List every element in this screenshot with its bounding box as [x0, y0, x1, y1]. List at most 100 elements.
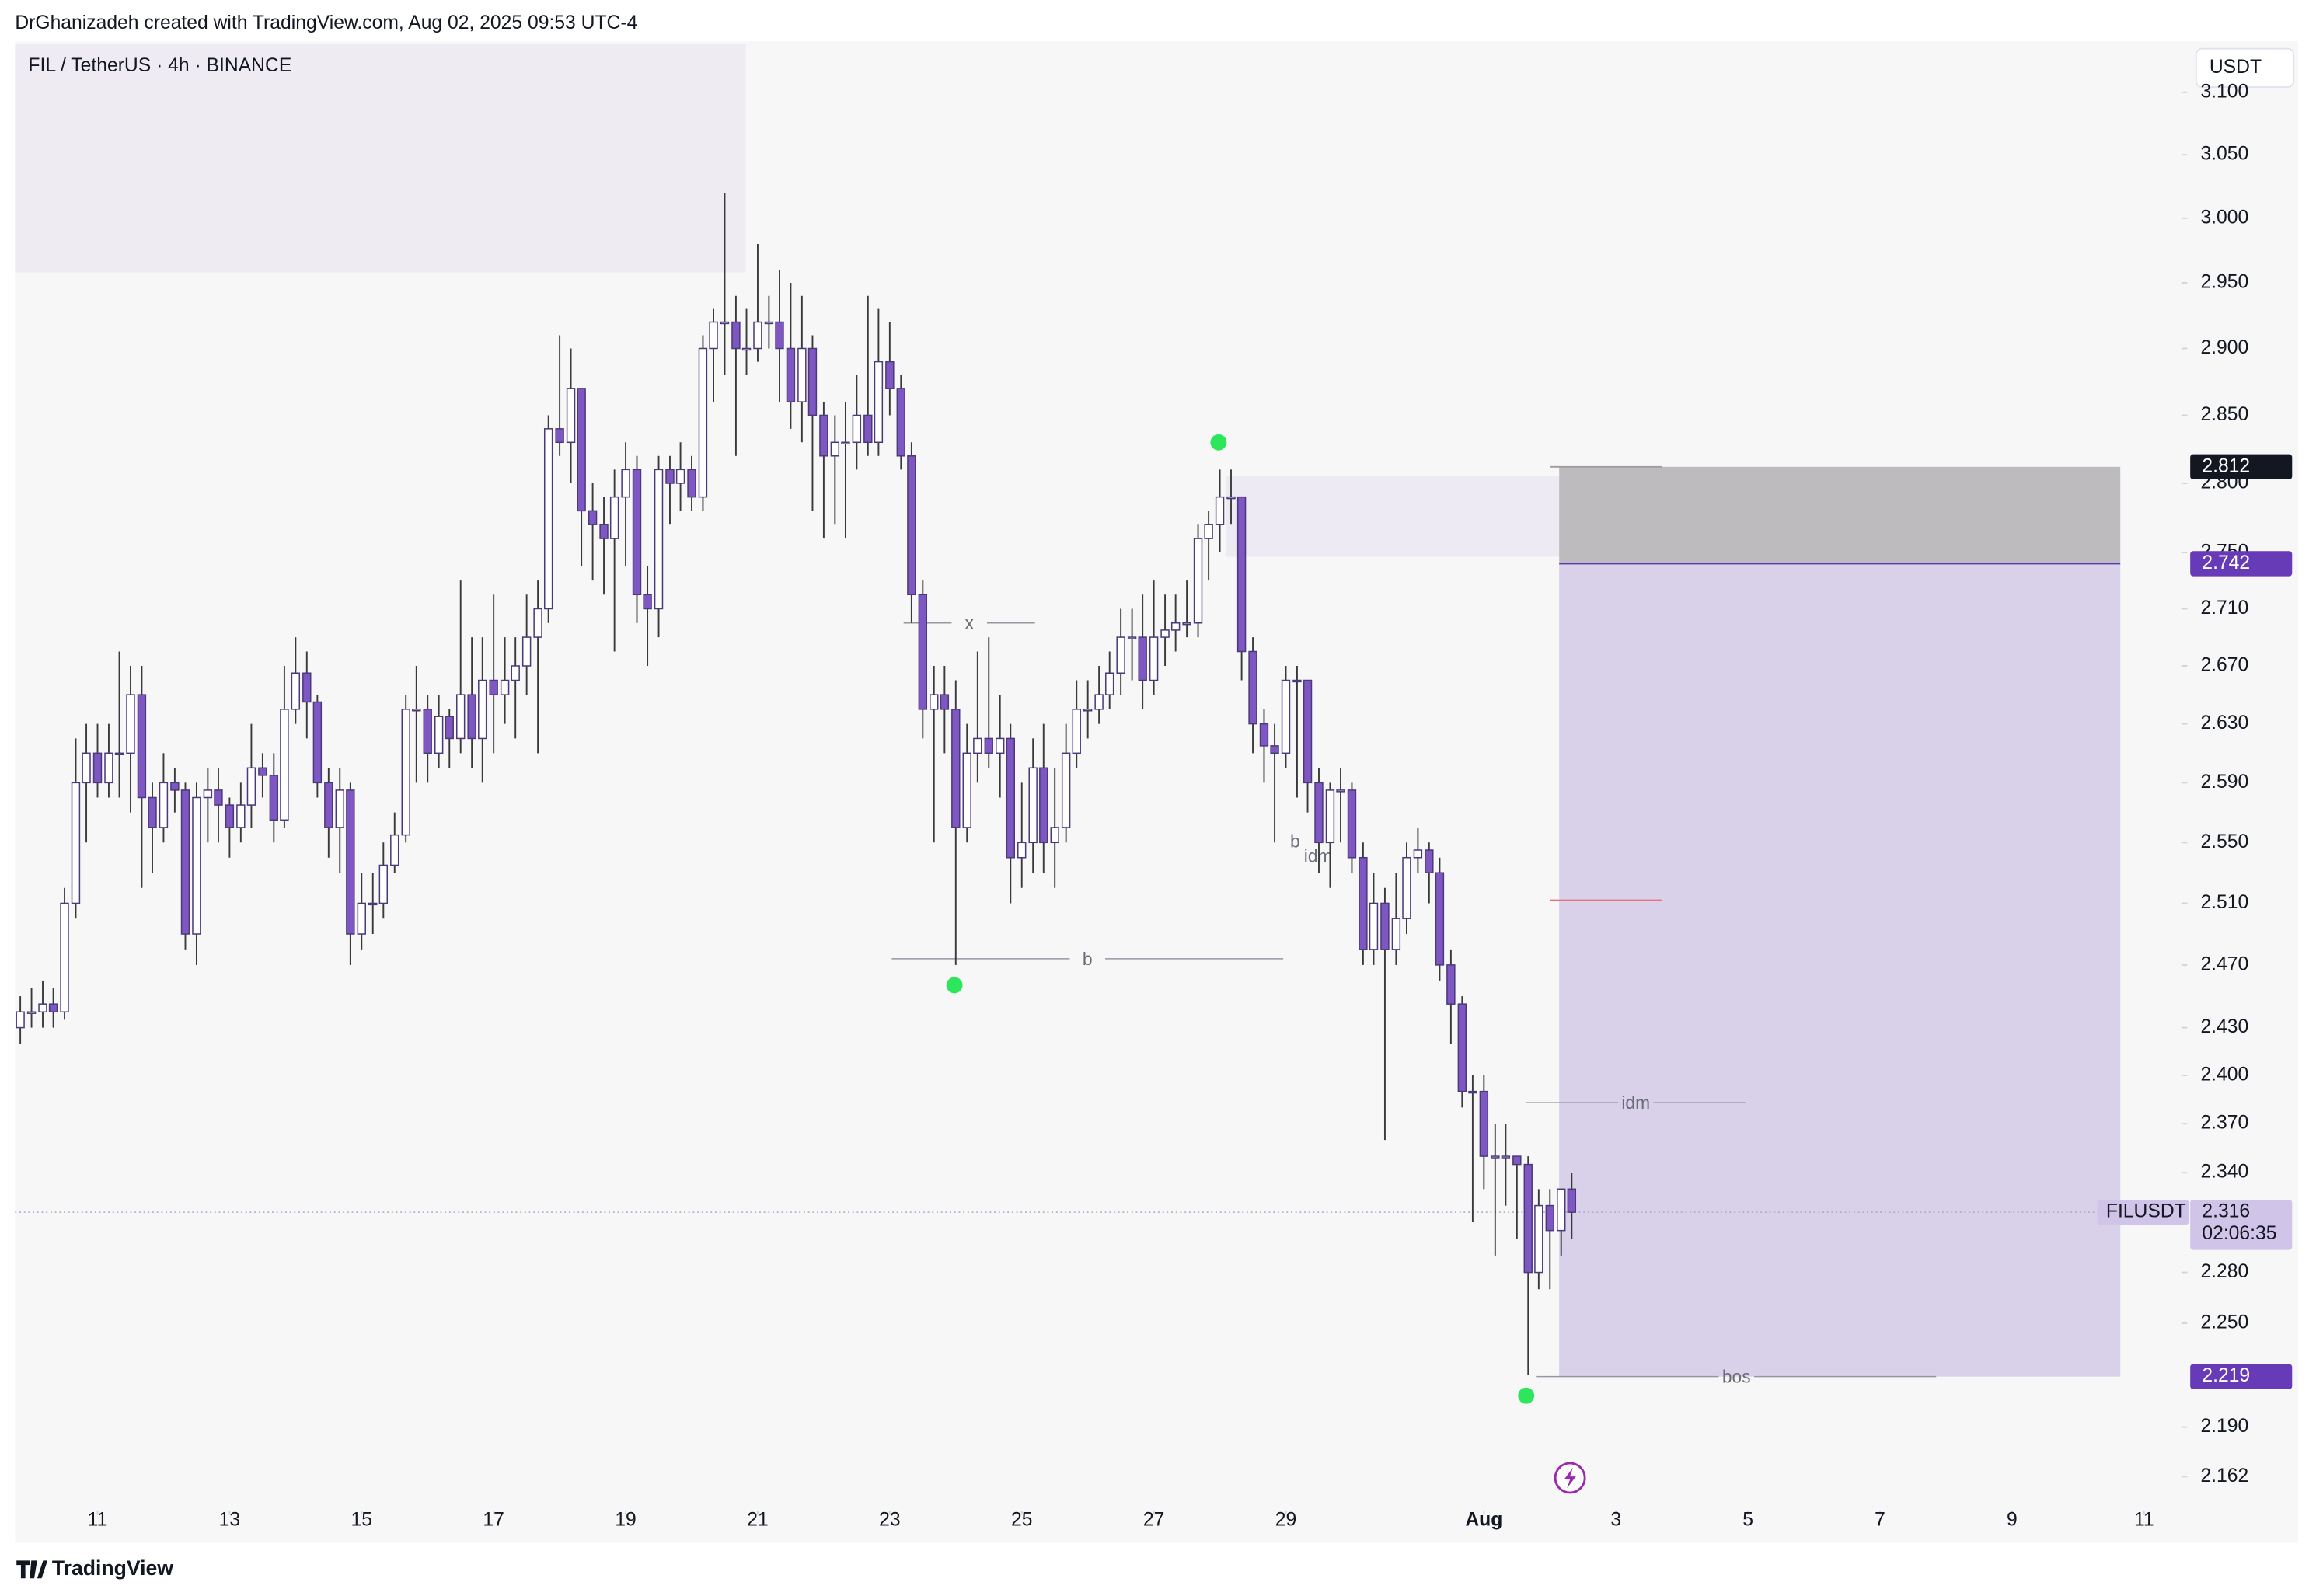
candle-body — [1413, 849, 1423, 859]
candle-body — [1369, 902, 1379, 950]
icon-bolt — [1564, 1467, 1576, 1489]
candle-body — [797, 347, 807, 402]
symbol-tag-label: FILUSDT — [2106, 1201, 2186, 1222]
x-tick-label: 3 — [1610, 1510, 1621, 1531]
y-tick-label: 2.280 — [2200, 1261, 2248, 1282]
candle-body — [918, 594, 928, 710]
x-tick-label: 11 — [88, 1510, 108, 1531]
candle-body — [137, 694, 147, 799]
candle-body — [1314, 782, 1324, 844]
candle-body — [335, 789, 344, 828]
candle-body — [401, 709, 410, 836]
candle-body — [1160, 629, 1170, 638]
candle-body — [1325, 789, 1335, 844]
price-tag-label: 2.219 — [2202, 1365, 2250, 1386]
credit: DrGhanizadeh created with TradingView.co… — [15, 12, 637, 33]
y-tick-label: 2.710 — [2200, 598, 2248, 619]
candle-body — [720, 321, 730, 325]
x-tick-label: 11 — [2134, 1510, 2154, 1531]
y-tick-label: 2.470 — [2200, 953, 2248, 974]
candle-body — [1446, 964, 1456, 1005]
structure-label: x — [964, 613, 974, 633]
candle-body — [874, 361, 884, 444]
candle-body — [214, 789, 223, 806]
candle-body — [675, 469, 685, 484]
candle-body — [203, 789, 213, 799]
candle-body — [896, 388, 905, 457]
candle-body — [434, 716, 444, 754]
y-tick-label: 2.370 — [2200, 1113, 2248, 1134]
candle-body — [654, 469, 664, 610]
candle-body — [1380, 902, 1390, 950]
pivot-dot — [1210, 434, 1227, 451]
candle-body — [753, 321, 762, 350]
y-tick-label: 2.900 — [2200, 337, 2248, 358]
candle-body — [1182, 622, 1191, 626]
x-tick-label: 19 — [615, 1510, 636, 1531]
candle-body — [104, 752, 113, 784]
candle-body — [92, 752, 103, 784]
y-tick-label: 2.510 — [2200, 892, 2248, 913]
candle-body — [1534, 1204, 1543, 1274]
x-tick-label: 17 — [483, 1510, 504, 1531]
currency-button[interactable] — [2195, 47, 2295, 89]
pivot-dot — [1518, 1387, 1535, 1404]
candle-body — [1336, 789, 1345, 793]
candle-body — [1248, 650, 1257, 725]
candle-body — [521, 636, 532, 667]
y-tick-label: 2.950 — [2200, 272, 2248, 293]
candle-body — [807, 347, 818, 416]
candle-body — [962, 752, 971, 828]
candle-body — [1127, 636, 1137, 639]
candle-body — [1083, 709, 1093, 712]
pivot-dot — [946, 977, 963, 994]
candle-body — [159, 782, 169, 828]
structure-label: idm — [1621, 1092, 1650, 1113]
candle-body — [1512, 1155, 1522, 1166]
candle-body — [1050, 827, 1059, 844]
candle-body — [1281, 679, 1291, 754]
plot: xbidmbosbidm — [15, 44, 2188, 1515]
y-tick-label: 2.250 — [2200, 1312, 2248, 1333]
candle-body — [1479, 1090, 1489, 1157]
replay-icon[interactable] — [1554, 1462, 1586, 1494]
price-tag — [2190, 1364, 2293, 1389]
candle-body — [665, 469, 675, 484]
candle-body — [269, 775, 279, 821]
candle-body — [180, 789, 190, 935]
candle-body — [467, 694, 476, 740]
x-tick-label: 23 — [879, 1510, 900, 1531]
logo: TradingView — [16, 1556, 173, 1580]
candle-body — [82, 752, 91, 784]
candle-body — [764, 321, 774, 325]
candle-body — [1468, 1090, 1477, 1094]
chart-title: FIL / TetherUS · 4h · BINANCE — [28, 55, 291, 76]
y-tick-label: 3.000 — [2200, 207, 2248, 228]
candle-body — [687, 469, 696, 498]
structure-label: b — [1290, 831, 1300, 851]
candle-body — [291, 672, 301, 710]
candle-body — [1457, 1003, 1467, 1092]
x-tick-label: 25 — [1011, 1510, 1032, 1531]
candle-body — [775, 321, 784, 350]
candle-body — [577, 388, 586, 512]
y-tick-label: 2.190 — [2200, 1416, 2248, 1437]
candle-body — [478, 679, 487, 740]
candle-body — [1259, 723, 1269, 747]
y-tick-label: 2.630 — [2200, 713, 2248, 734]
candle-body — [1039, 767, 1048, 844]
candle-body — [841, 441, 850, 444]
x-tick-label: Aug — [1465, 1510, 1502, 1531]
y-tick-label: 2.400 — [2200, 1065, 2248, 1085]
candle-body — [445, 716, 454, 740]
candle-body — [1523, 1163, 1533, 1274]
countdown: 02:06:35 — [2202, 1223, 2276, 1244]
candle-body — [731, 321, 741, 350]
candle-body — [786, 347, 796, 402]
y-tick-label: 2.590 — [2200, 772, 2248, 793]
y-tick-label: 2.550 — [2200, 831, 2248, 852]
currency-label: USDT — [2210, 57, 2262, 78]
candle-body — [543, 428, 553, 610]
